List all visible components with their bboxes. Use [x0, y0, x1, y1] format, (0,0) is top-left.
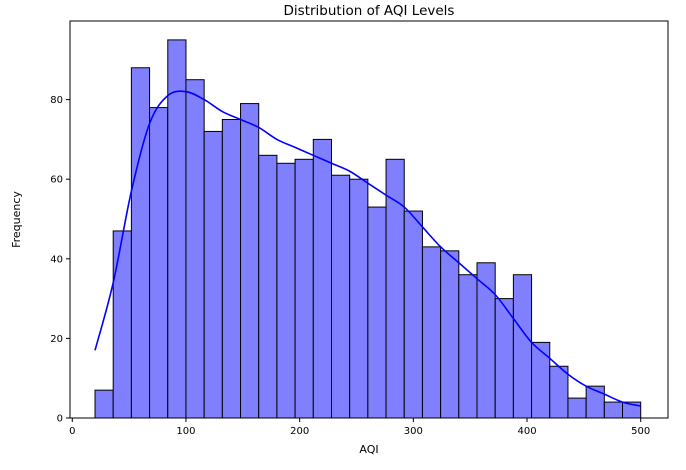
histogram-bar: [276, 162, 296, 419]
x-tick-label: 500: [631, 426, 650, 437]
histogram-bar: [349, 178, 369, 419]
histogram-bar: [294, 158, 314, 419]
x-axis-label: AQI: [359, 443, 378, 456]
histogram-bar: [221, 119, 242, 419]
y-tick-label: 80: [50, 95, 63, 106]
histogram-bar: [531, 341, 551, 419]
histogram-bar: [112, 230, 132, 419]
histogram-bar: [440, 250, 460, 419]
x-tick-label: 400: [517, 426, 536, 437]
histogram-bar: [130, 67, 151, 419]
histogram-bar: [549, 365, 569, 419]
histogram-bar: [330, 174, 351, 419]
x-tick-label: 300: [404, 426, 423, 437]
histogram-bar: [167, 39, 187, 419]
histogram-bar: [458, 274, 478, 419]
histogram-bars: [94, 39, 642, 419]
histogram-bar: [403, 210, 423, 419]
y-tick-label: 20: [50, 334, 63, 345]
y-tick-label: 0: [57, 414, 63, 425]
plot-frame: [69, 20, 669, 419]
y-axis-label: Frequency: [10, 191, 23, 248]
y-axis-ticks: 0 20 40 60 80: [50, 95, 70, 425]
histogram-bar: [494, 298, 514, 419]
histogram-bar: [367, 206, 387, 419]
y-tick-label: 40: [50, 254, 63, 265]
histogram-bar: [258, 154, 278, 419]
x-axis-ticks: 0 100 200 300 400 500: [69, 418, 650, 437]
histogram-bar: [149, 107, 169, 419]
kde-curve-group: [94, 90, 641, 407]
x-tick-label: 100: [176, 426, 195, 437]
histogram-bar: [240, 103, 260, 419]
histogram-bar: [185, 79, 205, 419]
chart-title: Distribution of AQI Levels: [284, 3, 455, 19]
histogram-bar: [512, 274, 533, 419]
histogram-bar: [203, 130, 223, 419]
histogram-bar: [421, 246, 442, 419]
histogram-bar: [94, 389, 114, 419]
x-tick-label: 0: [69, 426, 75, 437]
y-tick-label: 60: [50, 175, 63, 186]
histogram-bar: [312, 138, 332, 419]
histogram-bar: [567, 397, 587, 419]
histogram-bar: [603, 401, 624, 419]
histogram-bar: [385, 158, 405, 419]
kde-line: [94, 90, 641, 407]
x-tick-label: 200: [290, 426, 309, 437]
